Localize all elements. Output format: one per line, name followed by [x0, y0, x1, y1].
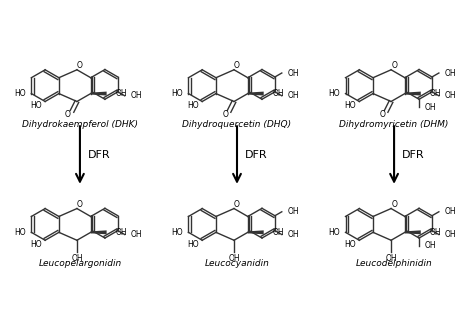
Text: HO: HO	[14, 228, 26, 237]
Text: OH: OH	[288, 68, 300, 77]
Polygon shape	[91, 92, 107, 95]
Text: OH: OH	[445, 68, 456, 77]
Text: OH: OH	[116, 228, 127, 237]
Text: DFR: DFR	[88, 150, 110, 160]
Text: Leucopelargonidin: Leucopelargonidin	[38, 259, 121, 268]
Text: OH: OH	[71, 254, 83, 263]
Text: HO: HO	[171, 89, 182, 98]
Text: OH: OH	[385, 254, 397, 263]
Text: OH: OH	[288, 207, 300, 216]
Text: HO: HO	[188, 101, 199, 110]
Polygon shape	[91, 230, 107, 234]
Text: OH: OH	[445, 207, 456, 216]
Text: O: O	[77, 61, 83, 70]
Text: OH: OH	[273, 228, 284, 237]
Text: O: O	[379, 110, 385, 119]
Text: Dihydroquercetin (DHQ): Dihydroquercetin (DHQ)	[182, 120, 292, 129]
Text: O: O	[77, 200, 83, 209]
Text: O: O	[222, 110, 228, 119]
Text: DFR: DFR	[245, 150, 268, 160]
Polygon shape	[248, 92, 264, 95]
Text: OH: OH	[116, 89, 127, 98]
Text: HO: HO	[30, 101, 42, 110]
Text: O: O	[65, 110, 71, 119]
Text: O: O	[391, 61, 397, 70]
Text: HO: HO	[345, 240, 356, 249]
Text: Dihydrokaempferol (DHK): Dihydrokaempferol (DHK)	[22, 120, 138, 129]
Text: OH: OH	[425, 103, 437, 112]
Text: OH: OH	[288, 230, 300, 239]
Text: OH: OH	[228, 254, 240, 263]
Polygon shape	[405, 92, 421, 95]
Text: OH: OH	[445, 230, 456, 239]
Text: OH: OH	[288, 91, 300, 100]
Text: Leucodelphinidin: Leucodelphinidin	[356, 259, 432, 268]
Text: O: O	[391, 200, 397, 209]
Text: Leucocyanidin: Leucocyanidin	[205, 259, 269, 268]
Text: HO: HO	[14, 89, 26, 98]
Text: HO: HO	[171, 228, 182, 237]
Text: O: O	[234, 61, 240, 70]
Text: OH: OH	[273, 89, 284, 98]
Text: OH: OH	[430, 89, 441, 98]
Text: OH: OH	[425, 242, 437, 250]
Text: O: O	[234, 200, 240, 209]
Text: HO: HO	[188, 240, 199, 249]
Text: Dihydromyricetin (DHM): Dihydromyricetin (DHM)	[339, 120, 449, 129]
Text: OH: OH	[131, 230, 142, 239]
Text: HO: HO	[328, 228, 339, 237]
Polygon shape	[405, 230, 421, 234]
Text: HO: HO	[30, 240, 42, 249]
Text: OH: OH	[131, 91, 142, 100]
Text: OH: OH	[445, 91, 456, 100]
Polygon shape	[248, 230, 264, 234]
Text: OH: OH	[430, 228, 441, 237]
Text: HO: HO	[345, 101, 356, 110]
Text: HO: HO	[328, 89, 339, 98]
Text: DFR: DFR	[402, 150, 425, 160]
